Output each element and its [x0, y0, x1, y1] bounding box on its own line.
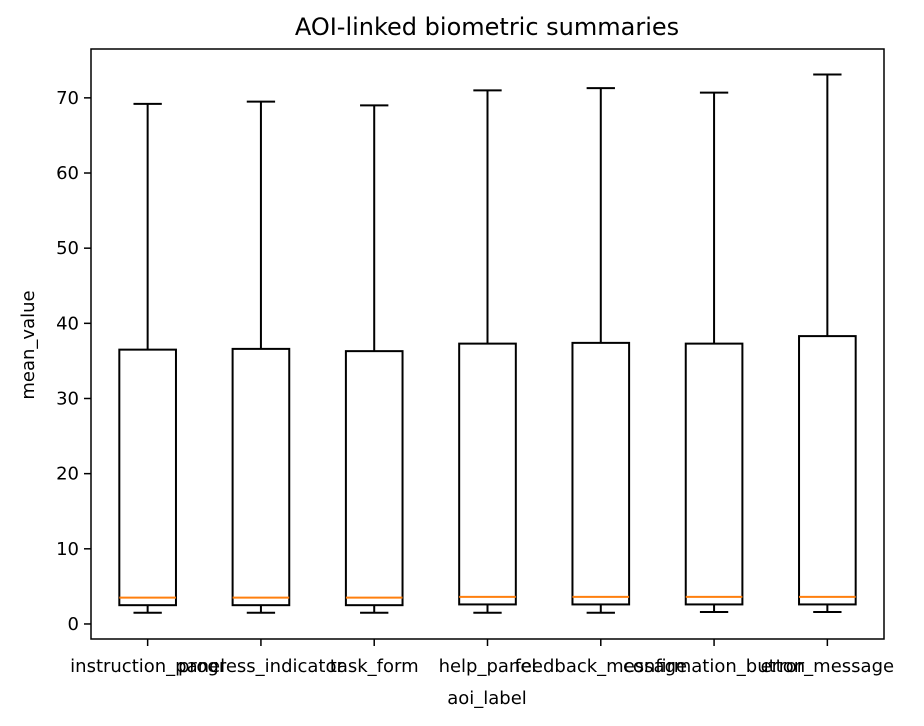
iqr-box	[231, 347, 291, 607]
iqr-box	[344, 350, 404, 607]
y-tick-label: 60	[56, 163, 79, 184]
box-error_message	[798, 73, 857, 613]
box-progress_indicator	[231, 100, 291, 614]
box-confirmation_button	[684, 91, 744, 613]
box-task_form	[344, 104, 404, 614]
iqr-box	[118, 348, 177, 607]
iqr-box	[684, 342, 744, 606]
box-instruction_panel	[118, 102, 177, 614]
x-axis-label: aoi_label	[447, 688, 527, 709]
y-tick-label: 10	[56, 539, 79, 560]
y-tick-label: 30	[56, 388, 79, 409]
x-tick-label: feedback_message	[514, 656, 687, 677]
y-tick-label: 20	[56, 464, 79, 485]
plot-area	[90, 48, 885, 640]
x-tick-label: error_message	[761, 656, 894, 677]
x-axis: instruction_panelprogress_indicatortask_…	[70, 639, 894, 677]
x-tick-label: help_panel	[439, 656, 537, 677]
iqr-box	[798, 335, 857, 606]
iqr-box	[458, 342, 517, 606]
y-tick-label: 70	[56, 88, 79, 109]
y-tick-label: 50	[56, 238, 79, 259]
iqr-box	[571, 341, 631, 606]
box-help_panel	[458, 89, 517, 614]
y-tick-label: 40	[56, 313, 79, 334]
box-feedback_message	[571, 87, 631, 614]
y-tick-label: 0	[68, 614, 79, 635]
y-axis: 0 10 20 30 40 50 60 70	[56, 88, 91, 635]
y-axis-label: mean_value	[18, 290, 39, 399]
x-tick-label: task_form	[330, 656, 419, 677]
chart-title: AOI-linked biometric summaries	[295, 13, 679, 41]
x-tick-label: progress_indicator	[178, 656, 345, 677]
x-tick-label: confirmation_button	[623, 656, 805, 677]
x-tick-label: instruction_panel	[70, 656, 225, 677]
